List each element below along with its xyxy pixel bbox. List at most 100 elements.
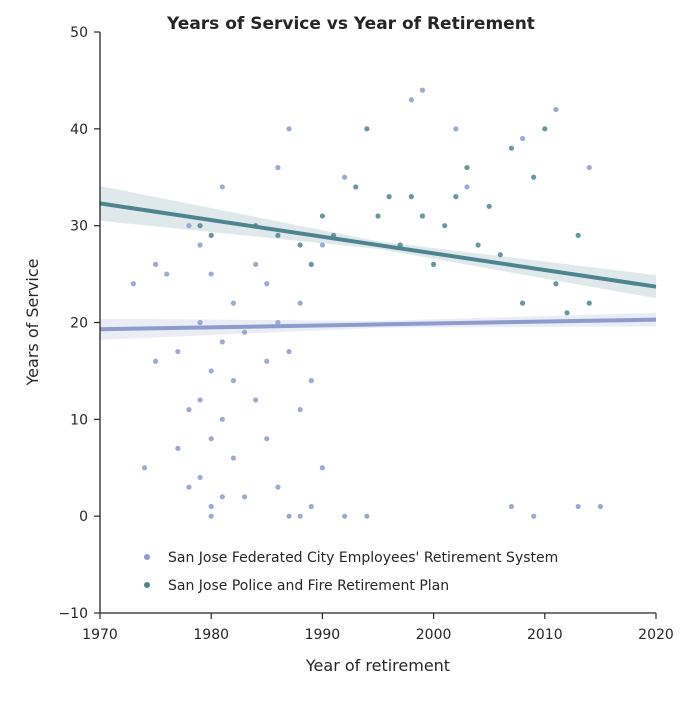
point-police-fire (542, 126, 548, 132)
point-federated (197, 474, 203, 481)
point-federated (464, 184, 470, 190)
y-tick-label: 20 (70, 316, 88, 332)
ci-band-police-fire (100, 186, 656, 299)
point-federated (197, 397, 203, 403)
point-federated (419, 87, 426, 93)
point-federated (241, 329, 248, 335)
point-federated (186, 223, 192, 229)
point-federated (275, 319, 281, 326)
point-police-fire (575, 232, 581, 238)
point-police-fire (453, 194, 459, 200)
point-federated (230, 300, 237, 306)
point-federated (175, 445, 181, 451)
point-federated (153, 358, 159, 364)
point-federated (186, 484, 192, 490)
point-federated (230, 378, 237, 384)
point-federated (597, 503, 604, 510)
point-federated (175, 348, 181, 355)
y-tick-label: 10 (70, 412, 88, 428)
point-police-fire (275, 232, 281, 238)
point-police-fire (419, 213, 426, 219)
point-police-fire (442, 223, 448, 229)
y-tick-label: 40 (70, 122, 88, 138)
point-federated (208, 503, 214, 510)
y-tick-label: −10 (58, 606, 88, 622)
point-police-fire (519, 300, 526, 306)
point-federated (275, 484, 281, 490)
point-police-fire (208, 232, 214, 238)
point-police-fire (497, 252, 503, 258)
point-federated (308, 503, 314, 510)
point-federated (297, 407, 303, 413)
point-police-fire (553, 281, 559, 287)
legend-label-federated: San Jose Federated City Employees' Retir… (168, 550, 558, 566)
point-federated (297, 300, 303, 306)
y-tick-label: 50 (70, 25, 88, 41)
point-federated (275, 164, 281, 171)
x-ticks: 1970 1980 1990 2000 2010 2020 (82, 613, 674, 643)
point-police-fire (508, 145, 515, 151)
point-police-fire (364, 126, 370, 132)
point-federated (186, 407, 192, 413)
confidence-bands (100, 186, 656, 340)
point-police-fire (486, 203, 492, 209)
point-federated (531, 513, 537, 519)
legend: San Jose Federated City Employees' Retir… (144, 550, 558, 594)
y-tick-label: 0 (79, 509, 88, 525)
trend-lines (99, 201, 657, 332)
point-federated (208, 436, 214, 442)
x-axis-label: Year of retirement (305, 656, 450, 675)
point-federated (519, 135, 526, 142)
point-police-fire (464, 164, 470, 171)
point-federated (264, 281, 270, 287)
legend-marker-police-fire (144, 582, 150, 588)
legend-marker-federated (144, 554, 150, 560)
point-federated (408, 97, 414, 103)
point-federated (141, 465, 148, 471)
y-tick-label: 30 (70, 219, 88, 235)
point-police-fire (531, 174, 537, 180)
point-federated (153, 261, 159, 267)
point-federated (319, 465, 325, 471)
point-federated (197, 319, 203, 326)
point-federated (164, 271, 170, 277)
point-federated (297, 513, 303, 519)
point-federated (197, 242, 203, 248)
point-federated (286, 513, 292, 519)
x-tick-label: 1990 (305, 627, 341, 643)
point-police-fire (197, 223, 203, 229)
point-police-fire (408, 194, 414, 200)
point-federated (342, 174, 348, 180)
point-police-fire (375, 213, 381, 219)
point-police-fire (353, 184, 359, 190)
point-federated (219, 416, 225, 422)
point-police-fire (308, 261, 314, 267)
point-federated (219, 339, 225, 345)
scatter-points (130, 87, 604, 519)
y-ticks: −10 0 10 20 30 40 50 (58, 25, 100, 622)
point-police-fire (386, 194, 392, 200)
point-federated (130, 281, 136, 287)
point-federated (286, 126, 292, 132)
point-federated (508, 503, 515, 510)
x-tick-label: 2020 (638, 627, 674, 643)
point-federated (342, 513, 348, 519)
point-federated (553, 106, 559, 113)
point-federated (208, 271, 214, 277)
point-federated (575, 503, 581, 510)
point-federated (208, 513, 214, 519)
point-federated (230, 455, 237, 461)
trend-line-federated (99, 317, 657, 332)
point-federated (219, 494, 225, 500)
x-tick-label: 1970 (82, 627, 118, 643)
point-police-fire (319, 213, 325, 219)
point-federated (586, 164, 592, 171)
point-federated (253, 261, 259, 267)
point-federated (319, 242, 325, 248)
point-federated (264, 358, 270, 364)
x-tick-label: 2010 (527, 627, 563, 643)
chart-title: Years of Service vs Year of Retirement (166, 14, 535, 34)
y-axis-label: Years of Service (23, 259, 42, 387)
